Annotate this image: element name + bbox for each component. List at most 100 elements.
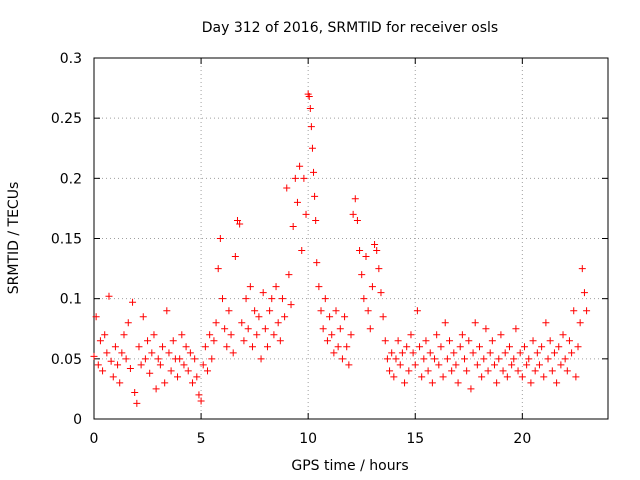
data-point xyxy=(302,210,310,218)
data-point xyxy=(580,289,588,297)
data-point xyxy=(418,373,426,381)
data-point xyxy=(219,295,226,303)
data-point xyxy=(484,367,492,375)
data-point xyxy=(448,367,456,375)
data-point xyxy=(362,253,370,261)
data-point xyxy=(96,337,104,345)
data-point xyxy=(259,289,267,297)
data-point xyxy=(416,343,424,351)
data-point xyxy=(356,247,364,255)
data-point xyxy=(338,355,346,363)
data-point xyxy=(469,349,477,357)
data-series-srmtid xyxy=(90,90,591,407)
x-tick-label: 0 xyxy=(90,431,99,447)
data-point xyxy=(133,399,141,407)
data-point xyxy=(328,331,336,339)
data-point xyxy=(165,349,173,357)
data-point xyxy=(503,373,511,381)
data-point xyxy=(396,361,404,369)
data-point xyxy=(407,331,415,339)
data-point xyxy=(191,355,199,363)
data-point xyxy=(476,343,483,351)
data-point xyxy=(495,355,503,363)
data-point xyxy=(311,192,319,200)
data-point xyxy=(458,331,466,339)
data-point xyxy=(345,361,353,369)
data-point xyxy=(114,361,122,369)
data-point xyxy=(520,343,528,351)
data-point xyxy=(90,352,98,360)
x-tick-label: 10 xyxy=(299,431,317,447)
data-point xyxy=(377,289,385,297)
data-point xyxy=(289,222,297,230)
data-point xyxy=(195,391,203,399)
data-point xyxy=(516,349,524,357)
data-point xyxy=(557,361,565,369)
data-point xyxy=(505,343,513,351)
data-point xyxy=(214,265,222,273)
data-point xyxy=(257,355,265,363)
data-point xyxy=(208,355,216,363)
data-point xyxy=(274,319,282,327)
data-point xyxy=(238,319,246,327)
data-point xyxy=(493,379,501,387)
data-point xyxy=(349,210,357,218)
data-point xyxy=(379,313,387,321)
data-point xyxy=(463,367,471,375)
data-point xyxy=(227,331,235,339)
data-point xyxy=(456,343,464,351)
data-point xyxy=(386,367,394,375)
axis-ticks: 0 5 10 15 20 0 0.05 0.1 0.15 0.2 0.25 0.3 xyxy=(51,51,608,447)
data-point xyxy=(454,379,462,387)
data-point xyxy=(321,295,329,303)
data-point xyxy=(244,325,252,333)
data-point xyxy=(512,325,520,333)
data-point xyxy=(553,379,561,387)
data-point xyxy=(296,162,304,170)
data-point xyxy=(255,313,263,321)
data-point xyxy=(92,313,100,321)
x-tick-label: 20 xyxy=(513,431,531,447)
data-point xyxy=(523,361,531,369)
data-point xyxy=(129,298,137,306)
data-point xyxy=(446,337,454,345)
data-point xyxy=(540,373,548,381)
data-point xyxy=(189,379,197,387)
data-point xyxy=(420,355,428,363)
chart-title: Day 312 of 2016, SRMTID for receiver osl… xyxy=(202,20,498,36)
data-point xyxy=(364,307,372,315)
data-point xyxy=(488,337,496,345)
data-point xyxy=(281,313,289,321)
data-point xyxy=(199,361,207,369)
data-point xyxy=(285,271,293,279)
data-point xyxy=(216,235,224,242)
data-point xyxy=(424,367,432,375)
data-point xyxy=(308,144,316,152)
data-point xyxy=(201,343,209,351)
data-point xyxy=(401,379,409,387)
data-point xyxy=(161,379,169,387)
data-point xyxy=(525,355,533,363)
data-point xyxy=(236,220,244,228)
data-point xyxy=(531,367,539,375)
data-point xyxy=(242,295,250,303)
data-point xyxy=(225,307,233,315)
data-point xyxy=(261,325,269,333)
data-point xyxy=(94,361,102,369)
data-point xyxy=(392,355,400,363)
data-point xyxy=(368,283,376,291)
y-tick-label: 0.3 xyxy=(60,51,82,67)
grid xyxy=(94,58,608,419)
data-point xyxy=(435,361,443,369)
data-point xyxy=(334,343,342,351)
data-point xyxy=(163,307,171,315)
data-point xyxy=(398,349,406,357)
data-point xyxy=(450,349,458,357)
data-point xyxy=(99,367,107,375)
y-axis-label: SRMTID / TECUs xyxy=(6,182,22,295)
data-point xyxy=(388,349,396,357)
data-point xyxy=(103,349,111,357)
data-point xyxy=(174,373,182,381)
data-point xyxy=(514,367,522,375)
data-point xyxy=(167,367,175,375)
